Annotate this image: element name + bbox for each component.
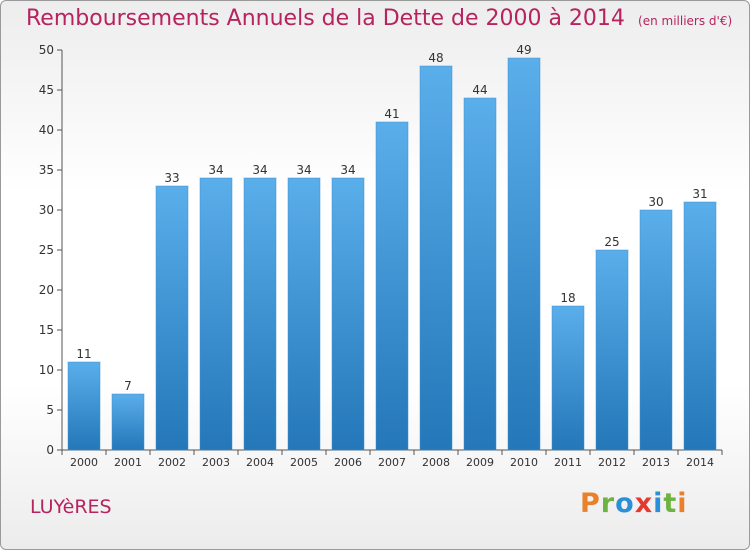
data-label: 7 xyxy=(124,379,132,393)
y-tick-label: 25 xyxy=(39,243,54,257)
data-label: 34 xyxy=(340,163,355,177)
data-label: 31 xyxy=(692,187,707,201)
y-tick-label: 35 xyxy=(39,163,54,177)
logo-letter: o xyxy=(615,488,635,519)
x-axis: 2000 2001 2002 2003 2004 2005 2006 2007 2008 2009… xyxy=(61,449,723,469)
title-text: Remboursements Annuels de la Dette de 20… xyxy=(26,6,625,31)
bar xyxy=(111,393,145,451)
bars xyxy=(67,57,717,451)
data-label: 30 xyxy=(648,195,663,209)
data-label: 11 xyxy=(76,347,91,361)
logo-letter: x xyxy=(634,488,654,519)
x-tick-label: 2004 xyxy=(246,456,274,469)
y-axis: 0 5 10 15 20 25 30 35 40 45 50 xyxy=(39,43,63,457)
x-tick-label: 2012 xyxy=(598,456,626,469)
y-tick-label: 0 xyxy=(46,443,54,457)
y-tick-label: 30 xyxy=(39,203,54,217)
y-tick-label: 15 xyxy=(39,323,54,337)
logo-letter: i xyxy=(653,488,664,519)
x-tick-label: 2001 xyxy=(114,456,142,469)
bar xyxy=(639,209,673,451)
x-tick-label: 2002 xyxy=(158,456,186,469)
data-label: 41 xyxy=(384,107,399,121)
y-tick-label: 20 xyxy=(39,283,54,297)
x-tick-label: 2009 xyxy=(466,456,494,469)
bar xyxy=(463,97,497,451)
data-label: 18 xyxy=(560,291,575,305)
bar xyxy=(287,177,321,451)
y-tick-label: 50 xyxy=(39,43,54,57)
logo-letter: r xyxy=(600,488,616,519)
bar xyxy=(375,121,409,451)
data-labels: 11 7 33 34 34 34 34 41 48 44 49 18 25 30 31 xyxy=(76,43,707,393)
logo-letter: P xyxy=(580,488,601,519)
x-tick-label: 2013 xyxy=(642,456,670,469)
bar xyxy=(595,249,629,451)
x-tick-label: 2007 xyxy=(378,456,406,469)
logo-letter: i xyxy=(677,488,688,519)
bar xyxy=(551,305,585,451)
bar xyxy=(243,177,277,451)
unit-note: (en milliers d'€) xyxy=(638,14,733,28)
x-tick-label: 2011 xyxy=(554,456,582,469)
x-tick-label: 2008 xyxy=(422,456,450,469)
commune-name: LUYèRES xyxy=(30,496,112,518)
bar xyxy=(331,177,365,451)
y-tick-label: 45 xyxy=(39,83,54,97)
data-label: 49 xyxy=(516,43,531,57)
logo-letter: t xyxy=(663,488,678,519)
x-tick-label: 2006 xyxy=(334,456,362,469)
x-tick-label: 2014 xyxy=(686,456,714,469)
data-label: 34 xyxy=(252,163,267,177)
data-label: 44 xyxy=(472,83,487,97)
chart-title: Remboursements Annuels de la Dette de 20… xyxy=(26,6,732,31)
x-tick-label: 2010 xyxy=(510,456,538,469)
bar xyxy=(67,361,101,451)
data-label: 25 xyxy=(604,235,619,249)
x-tick-label: 2005 xyxy=(290,456,318,469)
bar xyxy=(507,57,541,451)
x-tick-label: 2003 xyxy=(202,456,230,469)
bar xyxy=(155,185,189,451)
y-tick-label: 10 xyxy=(39,363,54,377)
proxiti-logo: Proxiti xyxy=(580,488,688,519)
bar xyxy=(419,65,453,451)
x-tick-label: 2000 xyxy=(70,456,98,469)
data-label: 48 xyxy=(428,51,443,65)
y-tick-label: 40 xyxy=(39,123,54,137)
y-tick-label: 5 xyxy=(46,403,54,417)
data-label: 34 xyxy=(208,163,223,177)
data-label: 33 xyxy=(164,171,179,185)
bar xyxy=(199,177,233,451)
bar xyxy=(683,201,717,451)
data-label: 34 xyxy=(296,163,311,177)
